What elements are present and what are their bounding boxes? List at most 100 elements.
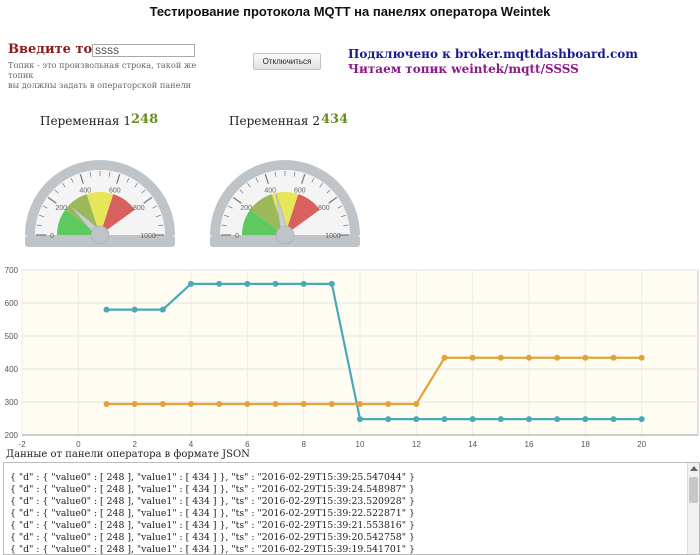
gauge-tick-label: 0 bbox=[50, 233, 54, 240]
y-tick-label: 700 bbox=[5, 266, 19, 275]
series-1-point bbox=[497, 416, 504, 423]
topic-input[interactable] bbox=[92, 44, 195, 57]
gauge-tick bbox=[70, 177, 74, 183]
series-2-point bbox=[441, 354, 448, 361]
series-1-point bbox=[188, 280, 194, 287]
series-2-point bbox=[328, 400, 335, 407]
series-1-point bbox=[159, 306, 166, 313]
gauge-tick bbox=[341, 214, 346, 218]
y-tick-label: 500 bbox=[5, 332, 19, 341]
x-tick-label: 4 bbox=[189, 440, 194, 449]
gauge-tick bbox=[293, 171, 296, 177]
series-1-point bbox=[526, 416, 532, 423]
gauge-tick bbox=[156, 214, 161, 218]
x-tick-label: 20 bbox=[637, 440, 646, 449]
connection-status: Подключено к broker.mqttdashboard.com bbox=[348, 47, 638, 61]
series-2-point bbox=[582, 354, 589, 361]
y-tick-label: 200 bbox=[5, 431, 19, 440]
series-2-point bbox=[159, 400, 166, 407]
series-1-point bbox=[300, 280, 307, 287]
variable-1-value: 248 bbox=[131, 112, 159, 127]
gauge-band-red bbox=[100, 194, 135, 235]
gauge-tick bbox=[274, 171, 277, 177]
scroll-thumb[interactable] bbox=[689, 477, 698, 503]
gauge-tick-label: 400 bbox=[264, 187, 276, 194]
series-2-point bbox=[357, 400, 363, 407]
json-line: { "d" : { "value0" : [ 248 ], "value1" :… bbox=[10, 520, 415, 531]
series-1-point bbox=[469, 416, 476, 423]
series-1-point bbox=[244, 280, 251, 287]
gauge-tick bbox=[141, 189, 146, 194]
y-tick-label: 600 bbox=[5, 299, 19, 308]
gauge-tick bbox=[221, 224, 227, 227]
line-chart: 200 300 400 500 600 700 -2 0 2 4 6 8 10 12 14 16 18 20 bbox=[5, 266, 699, 449]
variable-2-label: Переменная 2 bbox=[229, 114, 320, 128]
gauge-tick-label: 1000 bbox=[140, 233, 156, 240]
series-1-point bbox=[385, 416, 392, 423]
gauge-tick-label: 600 bbox=[294, 187, 306, 194]
gauge-tick bbox=[337, 205, 343, 209]
gauge-tick bbox=[42, 205, 48, 209]
x-tick-label: 6 bbox=[245, 440, 250, 449]
scroll-up-arrow-icon[interactable] bbox=[690, 466, 698, 471]
json-line: { "d" : { "value0" : [ 248 ], "value1" :… bbox=[10, 496, 415, 507]
gauge-tick-label: 0 bbox=[235, 233, 239, 240]
gauge-tick bbox=[158, 224, 164, 227]
series-2-point bbox=[638, 354, 645, 361]
json-scrollbar[interactable] bbox=[687, 463, 699, 554]
gauge-tick bbox=[152, 205, 158, 209]
json-panel-title: Данные от панели оператора в формате JSO… bbox=[6, 449, 250, 460]
variable-1-label: Переменная 1 bbox=[40, 114, 131, 128]
gauge-tick bbox=[328, 196, 338, 204]
series-2-point bbox=[413, 400, 420, 407]
json-line: { "d" : { "value0" : [ 248 ], "value1" :… bbox=[10, 472, 415, 483]
series-2-point bbox=[469, 354, 476, 361]
y-tick-label: 400 bbox=[5, 365, 19, 374]
gauge-tick bbox=[62, 183, 66, 188]
reading-topic-status: Читаем топик weintek/mqtt/SSSS bbox=[348, 62, 579, 76]
gauge-tick bbox=[108, 171, 111, 177]
gauge-tick-label: 200 bbox=[240, 205, 252, 212]
series-2-point bbox=[300, 400, 307, 407]
gauge-tick bbox=[126, 177, 130, 183]
gauge-tick bbox=[311, 177, 315, 183]
x-tick-label: 14 bbox=[468, 440, 477, 449]
gauge-tick-label: 600 bbox=[109, 187, 121, 194]
series-2-point bbox=[216, 400, 223, 407]
gauge-tick-label: 200 bbox=[55, 205, 67, 212]
gauge-band-yellow bbox=[86, 192, 114, 235]
x-tick-label: 8 bbox=[301, 440, 306, 449]
json-line: { "d" : { "value0" : [ 248 ], "value1" :… bbox=[10, 532, 415, 543]
gauge-tick bbox=[239, 189, 244, 194]
topic-hint-line2: вы должны задать в операторской панели bbox=[8, 80, 192, 90]
series-2-point bbox=[385, 400, 392, 407]
json-line: { "d" : { "value0" : [ 248 ], "value1" :… bbox=[10, 508, 415, 519]
disconnect-button[interactable]: Отключиться bbox=[253, 53, 321, 70]
series-2-point bbox=[554, 354, 561, 361]
gauge-tick bbox=[255, 177, 259, 183]
topic-hint-line1: Топик - это произвольная строка, такой ж… bbox=[8, 60, 197, 80]
gauge-tick bbox=[134, 183, 138, 188]
series-1-point bbox=[357, 416, 363, 423]
gauge-tick bbox=[343, 224, 349, 227]
page-title: Тестирование протокола MQTT на панелях о… bbox=[149, 4, 551, 19]
gauge-variable-1: 0 200 400 600 800 1000 bbox=[25, 160, 175, 247]
series-1-point bbox=[413, 416, 420, 423]
series-2-point bbox=[103, 400, 110, 407]
x-tick-label: 0 bbox=[76, 440, 81, 449]
x-tick-label: 16 bbox=[525, 440, 534, 449]
gauge-tick bbox=[319, 183, 323, 188]
gauge-tick bbox=[39, 214, 44, 218]
series-1-point bbox=[131, 306, 138, 313]
gauge-variable-2: 0 200 400 600 800 1000 bbox=[210, 160, 360, 247]
x-tick-label: 2 bbox=[132, 440, 137, 449]
json-log[interactable]: { "d" : { "value0" : [ 248 ], "value1" :… bbox=[3, 462, 700, 555]
gauge-tick bbox=[232, 196, 242, 204]
gauge-tick bbox=[301, 173, 306, 184]
json-line: { "d" : { "value0" : [ 248 ], "value1" :… bbox=[10, 544, 415, 555]
topic-hint: Топик - это произвольная строка, такой ж… bbox=[8, 60, 208, 90]
series-2-point bbox=[526, 354, 532, 361]
gauge-band-red bbox=[285, 194, 320, 235]
series-1-point bbox=[103, 306, 110, 313]
gauge-tick bbox=[326, 189, 331, 194]
